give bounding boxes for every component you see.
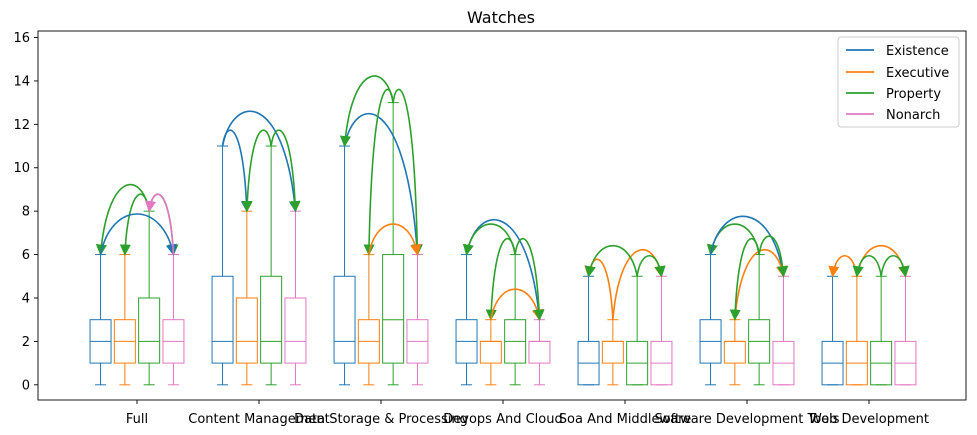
box-nonarch xyxy=(162,254,185,386)
arrow-property-to-nonarch xyxy=(880,255,910,278)
box-existence xyxy=(455,254,478,386)
box-property xyxy=(382,102,405,386)
arrow-existence-to-nonarch xyxy=(221,110,301,213)
legend-entry-nonarch: Nonarch xyxy=(846,108,940,123)
legend: Existence Executive Property Nonarch xyxy=(837,36,960,128)
box-executive xyxy=(479,319,502,386)
arrow-property-to-executive xyxy=(241,129,272,213)
legend-entry-existence: Existence xyxy=(846,44,949,59)
box-body xyxy=(333,275,356,364)
y-tick-label: 16 xyxy=(13,31,30,46)
arrow-property-to-nonarch xyxy=(148,193,179,256)
x-tick-label: Soa And Middleware xyxy=(559,412,691,427)
arrow-existence-to-nonarch xyxy=(709,215,788,278)
box-body xyxy=(260,275,283,364)
y-tick-label: 14 xyxy=(13,74,30,89)
legend-entry-executive: Executive xyxy=(846,66,949,81)
box-body xyxy=(723,340,746,364)
arrow-property-to-nonarch xyxy=(514,237,545,321)
arrow-property-to-executive xyxy=(119,193,150,256)
x-tick-label: Software Development Tools xyxy=(654,412,839,427)
chart-title: Watches xyxy=(467,8,535,27)
arrow-property-to-nonarch xyxy=(758,235,789,278)
arrow-executive-to-existence xyxy=(828,255,858,278)
box-property xyxy=(870,275,893,386)
box-nonarch xyxy=(406,254,429,386)
arrow-executive-to-existence xyxy=(584,258,614,320)
box-nonarch xyxy=(772,275,795,386)
arrow-property-to-nonarch xyxy=(270,129,301,213)
box-groups xyxy=(89,102,917,386)
arrow-existence-to-nonarch xyxy=(465,219,545,321)
x-tick-label: Full xyxy=(126,412,148,427)
box-body xyxy=(601,340,624,364)
box-property xyxy=(626,275,649,386)
box-property xyxy=(138,210,161,386)
box-body xyxy=(138,297,161,364)
box-body xyxy=(528,340,551,364)
box-existence xyxy=(577,275,600,386)
legend-label-property: Property xyxy=(886,87,941,102)
arrow-property-to-nonarch xyxy=(392,88,423,256)
box-body xyxy=(211,275,234,364)
box-nonarch xyxy=(650,275,673,386)
box-executive xyxy=(723,319,746,386)
y-axis: 0 2 4 6 8 10 12 14 16 xyxy=(13,31,38,393)
box-nonarch xyxy=(894,275,917,386)
legend-entry-property: Property xyxy=(846,87,941,102)
box-existence xyxy=(699,254,722,386)
box-body xyxy=(235,297,258,364)
box-nonarch xyxy=(284,210,307,386)
y-tick-label: 8 xyxy=(22,205,30,220)
arrow-property-to-nonarch xyxy=(636,255,666,278)
box-executive xyxy=(845,275,868,386)
box-property xyxy=(504,254,527,386)
arrow-existence-to-executive xyxy=(221,129,253,213)
y-tick-label: 4 xyxy=(22,291,30,306)
arrow-property-to-executive xyxy=(852,255,882,278)
legend-label-executive: Executive xyxy=(886,66,949,81)
x-tick-label: Web Development xyxy=(809,412,929,427)
legend-label-nonarch: Nonarch xyxy=(886,108,940,123)
box-body xyxy=(382,254,405,364)
plot-frame xyxy=(37,30,967,401)
y-tick-label: 6 xyxy=(22,248,30,263)
arrow-property-to-executive xyxy=(485,237,516,321)
box-property xyxy=(260,145,283,386)
box-body xyxy=(284,297,307,364)
box-executive xyxy=(113,254,136,386)
arrow-executive-to-nonarch xyxy=(490,288,544,321)
x-tick-label: Data Storage & Processing xyxy=(294,412,468,427)
y-tick-label: 12 xyxy=(13,118,30,133)
x-tick-label: Devops And Cloud xyxy=(443,412,562,427)
box-executive xyxy=(235,210,258,386)
arrow-property-to-existence xyxy=(339,75,394,148)
box-existence xyxy=(333,145,356,386)
arrow-existence-to-nonarch xyxy=(343,112,423,256)
y-tick-label: 10 xyxy=(13,161,30,176)
legend-label-existence: Existence xyxy=(886,44,949,59)
box-body xyxy=(479,340,502,364)
arrow-nonarch-to-property xyxy=(144,193,175,255)
arrow-property-to-existence xyxy=(584,245,638,278)
arrow-existence-to-nonarch xyxy=(99,213,177,256)
box-property xyxy=(748,254,771,386)
box-existence xyxy=(821,275,844,386)
y-tick-label: 0 xyxy=(22,378,30,393)
arrow-property-to-executive xyxy=(363,88,394,256)
y-tick-label: 2 xyxy=(22,335,30,350)
box-executive xyxy=(357,254,380,386)
x-tick-label: Content Management xyxy=(188,412,329,427)
arrow-property-to-executive xyxy=(729,237,760,321)
box-executive xyxy=(601,319,624,386)
transition-arrows xyxy=(95,75,910,321)
arrow-executive-to-nonarch xyxy=(368,223,422,256)
box-existence xyxy=(211,145,234,386)
box-existence xyxy=(89,254,112,386)
legend-frame xyxy=(837,36,960,128)
box-nonarch xyxy=(528,319,551,386)
